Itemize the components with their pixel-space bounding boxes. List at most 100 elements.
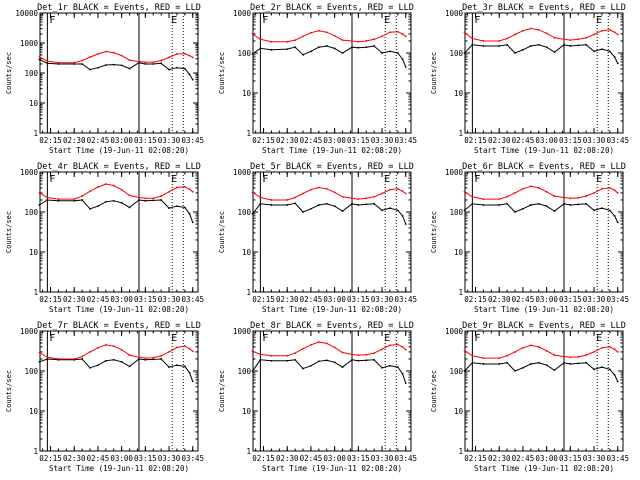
marker-label-f: F bbox=[262, 15, 268, 26]
data-point-events bbox=[529, 363, 532, 365]
data-point-events bbox=[537, 361, 540, 364]
data-point-lld bbox=[351, 197, 353, 200]
data-point-lld bbox=[81, 355, 84, 358]
x-tick-label: 02:45 bbox=[87, 136, 110, 145]
data-point-lld bbox=[128, 194, 131, 197]
data-point-events bbox=[176, 364, 178, 367]
data-point-events bbox=[168, 68, 170, 71]
data-point-lld bbox=[593, 33, 595, 36]
data-point-events bbox=[89, 207, 91, 210]
data-point-lld bbox=[401, 33, 404, 35]
data-point-events bbox=[357, 46, 360, 49]
data-point-events bbox=[569, 204, 572, 206]
data-point-lld bbox=[498, 40, 501, 42]
marker-label-e: E bbox=[384, 15, 390, 26]
data-point-lld bbox=[89, 56, 91, 58]
y-tick-label: 1000 bbox=[233, 168, 252, 177]
marker-label-e: E bbox=[596, 333, 602, 344]
data-point-lld bbox=[191, 350, 194, 353]
x-tick-label: 03:30 bbox=[158, 454, 181, 463]
chart-panel-9: Det_9r BLACK = Events, RED = LLD 1 10 100 10… bbox=[430, 321, 629, 473]
data-point-events bbox=[506, 202, 509, 205]
data-point-lld bbox=[341, 39, 344, 42]
x-tick-label: 02:45 bbox=[300, 295, 323, 304]
data-point-events bbox=[601, 48, 603, 51]
data-point-lld bbox=[112, 51, 115, 54]
data-point-lld bbox=[577, 197, 580, 199]
data-point-events bbox=[482, 363, 485, 365]
data-point-events bbox=[463, 52, 466, 54]
chart-panel-4: Det_4r BLACK = Events, RED = LLD 1 10 100 10… bbox=[5, 162, 204, 314]
data-point-events bbox=[506, 43, 509, 46]
y-tick-label: 1 bbox=[33, 129, 38, 138]
x-tick-label: 02:30 bbox=[276, 295, 299, 304]
data-point-events bbox=[365, 359, 368, 362]
data-point-events bbox=[46, 199, 49, 201]
data-point-events bbox=[569, 45, 572, 47]
data-point-lld bbox=[389, 344, 391, 347]
chart-title: Det_8r BLACK = Events, RED = LLD bbox=[250, 321, 414, 331]
data-point-lld bbox=[341, 195, 344, 198]
data-point-lld bbox=[593, 351, 595, 353]
data-point-events bbox=[537, 43, 540, 46]
data-point-events bbox=[341, 52, 344, 54]
data-point-events bbox=[38, 360, 41, 363]
data-point-events bbox=[613, 55, 616, 58]
data-point-events bbox=[294, 202, 297, 205]
data-point-lld bbox=[553, 36, 556, 39]
data-point-lld bbox=[577, 38, 580, 41]
data-point-events bbox=[317, 46, 320, 49]
data-point-events bbox=[38, 58, 41, 61]
data-point-events bbox=[168, 366, 170, 369]
data-point-lld bbox=[601, 187, 603, 190]
data-point-events bbox=[563, 361, 565, 364]
x-tick-label: 03:30 bbox=[583, 136, 606, 145]
data-point-events bbox=[97, 364, 99, 367]
data-point-lld bbox=[176, 53, 178, 55]
data-point-lld bbox=[128, 354, 131, 356]
data-point-events bbox=[302, 211, 304, 213]
data-point-lld bbox=[608, 28, 611, 31]
data-point-lld bbox=[168, 190, 170, 193]
data-point-events bbox=[373, 45, 376, 47]
data-point-events bbox=[97, 205, 99, 208]
data-point-events bbox=[73, 63, 76, 65]
data-point-lld bbox=[168, 351, 170, 353]
chart-panel-1: Det_1r BLACK = Events, RED = LLD 1 10 100 10… bbox=[5, 3, 204, 155]
data-point-lld bbox=[138, 60, 140, 63]
data-point-lld bbox=[608, 346, 611, 348]
x-tick-label: 02:30 bbox=[63, 136, 86, 145]
data-point-lld bbox=[317, 341, 320, 343]
data-point-events bbox=[389, 50, 391, 53]
data-point-events bbox=[152, 358, 155, 361]
plot-frame bbox=[39, 12, 199, 134]
data-point-lld bbox=[270, 199, 273, 201]
x-tick-label: 03:00 bbox=[323, 295, 346, 304]
chart-panel-5: Det_5r BLACK = Events, RED = LLD 1 10 100 10… bbox=[218, 162, 417, 314]
data-point-lld bbox=[251, 191, 254, 194]
data-point-events bbox=[38, 204, 41, 206]
data-point-lld bbox=[188, 188, 191, 191]
data-point-events bbox=[183, 67, 186, 70]
data-point-events bbox=[251, 212, 254, 215]
x-axis-label: Start Time (19-Jun-11 02:08:20) bbox=[262, 305, 402, 314]
data-point-lld bbox=[463, 190, 466, 193]
data-point-lld bbox=[317, 29, 320, 32]
data-point-events bbox=[191, 221, 194, 224]
data-point-events bbox=[325, 45, 328, 47]
data-point-lld bbox=[191, 56, 194, 59]
y-tick-label: 1000 bbox=[445, 168, 464, 177]
data-point-events bbox=[389, 207, 391, 210]
data-point-events bbox=[401, 372, 404, 375]
x-tick-label: 03:30 bbox=[371, 454, 394, 463]
data-point-events bbox=[112, 63, 115, 66]
data-point-events bbox=[569, 363, 572, 365]
chart-title: Det_7r BLACK = Events, RED = LLD bbox=[37, 321, 201, 331]
data-point-events bbox=[514, 211, 516, 213]
data-point-events bbox=[577, 44, 580, 47]
data-point-lld bbox=[46, 60, 49, 62]
x-tick-label: 03:45 bbox=[394, 454, 417, 463]
x-axis-label: Start Time (19-Jun-11 02:08:20) bbox=[49, 305, 189, 314]
data-point-events bbox=[593, 50, 595, 53]
plot-frame bbox=[464, 12, 624, 134]
